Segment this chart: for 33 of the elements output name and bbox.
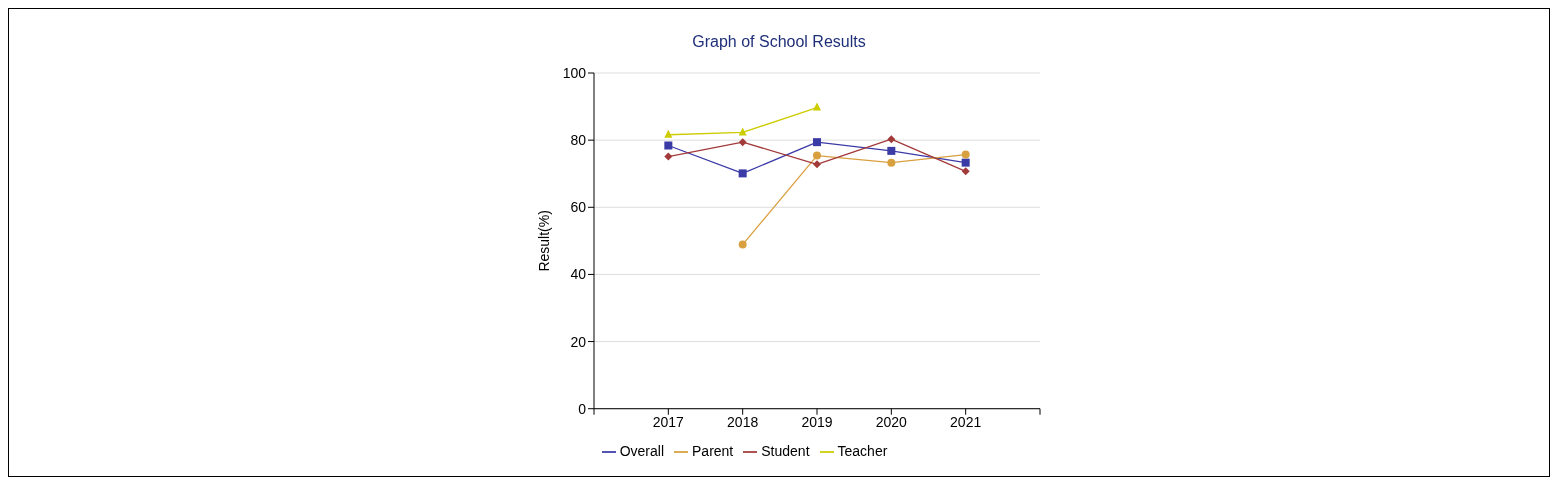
point [813,160,821,169]
x-tick-label: 2020 [875,413,908,430]
point [961,158,970,167]
legend-label: Parent [692,442,734,459]
point [738,138,747,147]
legend-label: Overall [619,442,665,459]
y-axis-title: Result(%) [535,210,552,272]
y-tick-label: 0 [578,400,587,417]
y-tick-label: 20 [570,333,587,350]
point [813,151,821,160]
point [961,150,970,159]
point [887,135,896,144]
point [664,152,673,161]
point [664,129,673,138]
y-tick-label: 60 [570,199,587,216]
x-tick-label: 2019 [801,413,833,430]
point [664,141,673,150]
point [813,138,821,147]
point [887,146,896,155]
point [961,167,970,176]
point [738,169,747,178]
chart-title: Graph of School Results [691,33,867,51]
point [887,158,896,167]
y-tick-label: 80 [570,132,587,149]
point [738,240,747,249]
y-tick-label: 100 [562,64,587,81]
y-tick-label: 40 [570,266,587,283]
legend-label: Teacher [837,442,888,459]
point [813,102,821,111]
legend-label: Student [761,442,810,459]
x-tick-label: 2021 [950,413,982,430]
x-tick-label: 2018 [727,413,759,430]
x-tick-label: 2017 [652,413,685,430]
